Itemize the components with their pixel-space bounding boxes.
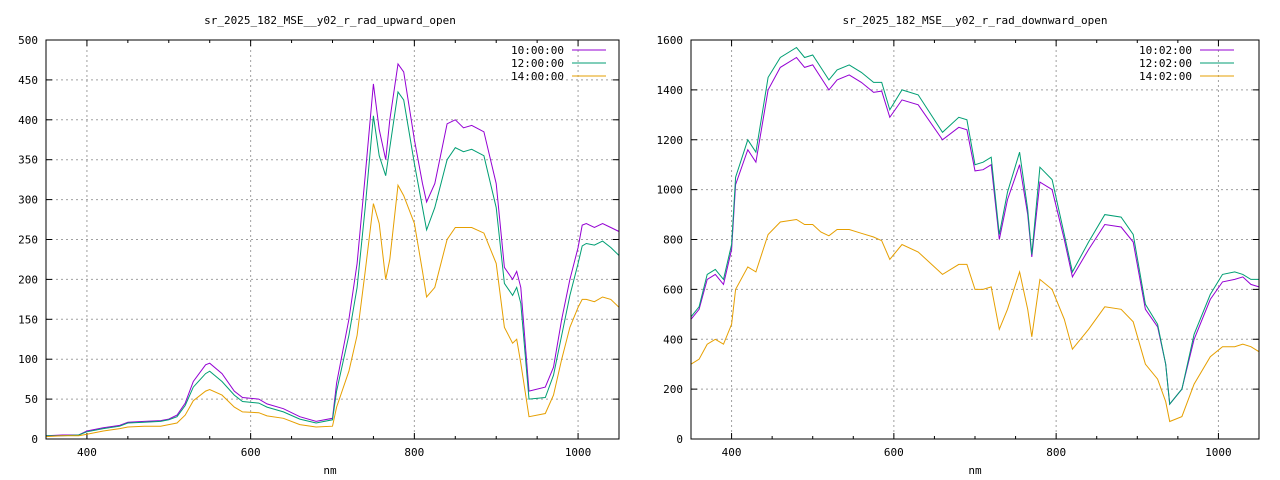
chart1-ytick-label: 0 [31,433,38,446]
chart1-ytick-label: 500 [18,34,38,47]
chart1-legend-label-2: 12:00:00 [511,57,564,70]
chart2-ytick-label: 600 [663,283,683,296]
chart1-ytick-label: 450 [18,74,38,87]
chart2-series-line-3 [690,218,1260,423]
chart2-ytick-label: 1200 [657,134,684,147]
chart1-series-line-1 [45,62,620,437]
chart2-ytick-label: 1400 [657,84,684,97]
chart1-series-line-2 [46,90,620,437]
chart2-series-line-2 [690,46,1259,406]
chart1-ytick-label: 100 [18,353,38,366]
chart1-xtick-label: 1000 [565,446,592,459]
chart2-ytick-label: 0 [676,433,683,446]
chart2-plot: 0 200 400 600 800 1000 1200 1400 1600 400 600 800 10… [657,34,1260,459]
chart1-legend-label-3: 14:00:00 [511,70,564,83]
chart1-ytick-label: 250 [18,234,38,247]
chart2-ytick-label: 400 [663,333,683,346]
chart1-xtick-label: 400 [77,446,97,459]
chart2-frame [690,39,1260,440]
chart1-ytick-label: 400 [18,114,38,127]
chart1-series-line-3 [45,183,620,438]
chart2-ytick-label: 1000 [657,184,684,197]
chart1-xtick-label: 800 [404,446,424,459]
chart1-legend-label-1: 10:00:00 [511,44,564,57]
chart2-xtick-label: 400 [722,446,742,459]
chart2-title: sr_2025_182_MSE__y02_r_rad_downward_open [843,14,1108,27]
chart1-ytick-label: 350 [18,154,38,167]
chart2-legend-label-3: 14:02:00 [1139,70,1192,83]
chart2-ytick-label: 1600 [657,34,684,47]
chart2-ytick-label: 800 [663,234,683,247]
chart2-xtick-label: 600 [884,446,904,459]
chart2-xlabel: nm [968,464,982,477]
chart1-ytick-label: 50 [25,393,38,406]
chart1-ytick-label: 150 [18,313,38,326]
chart1-xtick-label: 600 [241,446,261,459]
chart1-frame [45,39,620,440]
chart1-ytick-label: 300 [18,194,38,207]
chart2-legend-label-2: 12:02:00 [1139,57,1192,70]
chart2-xtick-label: 800 [1046,446,1066,459]
chart1-xlabel: nm [323,464,337,477]
chart2-xtick-label: 1000 [1205,446,1232,459]
chart2-legend-label-1: 10:02:00 [1139,44,1192,57]
chart2-ytick-label: 200 [663,383,683,396]
chart1-ytick-label: 200 [18,273,38,286]
chart1-plot: 0 50 100 150 200 250 300 350 400 450 500 400 600 800 1… [18,34,620,459]
chart1-title: sr_2025_182_MSE__y02_r_rad_upward_open [204,14,456,27]
